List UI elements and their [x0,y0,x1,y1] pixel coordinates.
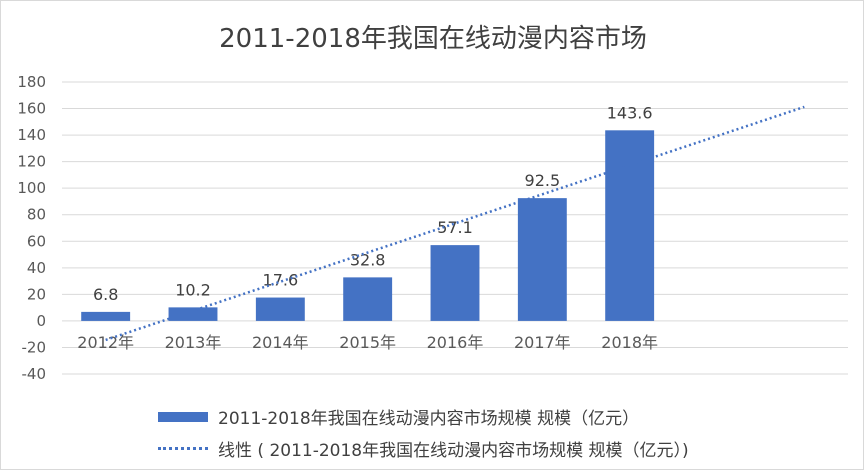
legend-item-trendline[interactable]: 线性 ( 2011-2018年我国在线动漫内容市场规模 规模（亿元）) [158,436,689,461]
bar [81,311,131,321]
legend-item-bars[interactable]: 2011-2018年我国在线动漫内容市场规模 规模（亿元） [158,404,639,429]
y-tick-label: -20 [22,338,47,356]
x-tick-label: 2014年 [252,333,309,352]
y-tick-label: 80 [27,206,46,224]
x-tick-label: 2016年 [427,333,484,352]
y-tick-label: 100 [17,179,46,197]
y-tick-label: -40 [22,365,47,383]
y-tick-label: 160 [17,100,46,118]
legend-label-trendline: 线性 ( 2011-2018年我国在线动漫内容市场规模 规模（亿元）) [218,441,689,461]
y-tick-label: 120 [17,153,46,171]
data-label: 10.2 [175,280,211,299]
y-tick-label: 180 [17,73,46,91]
y-tick-label: 40 [27,259,46,277]
x-tick-label: 2018年 [601,333,658,352]
bar [430,245,480,321]
bar [343,277,393,321]
legend-swatch-bar [158,411,208,422]
x-tick-label: 2017年 [514,333,571,352]
x-tick-label: 2015年 [339,333,396,352]
legend-label-bars: 2011-2018年我国在线动漫内容市场规模 规模（亿元） [218,409,640,429]
bar [605,130,655,321]
data-label: 57.1 [437,218,473,237]
data-label: 92.5 [525,171,561,190]
y-tick-label: 20 [27,285,46,303]
y-tick-label: 140 [17,126,46,144]
x-tick-label: 2012年 [77,333,134,352]
y-tick-label: 60 [27,232,46,250]
y-tick-label: 0 [36,312,46,330]
data-label: 143.6 [607,103,653,122]
legend-swatch-trendline [158,447,208,450]
bar [168,307,218,321]
bar [255,297,305,321]
data-label: 17.6 [263,271,299,290]
bar [517,198,567,321]
data-label: 6.8 [93,285,118,304]
x-tick-label: 2013年 [165,333,222,352]
chart-title: 2011-2018年我国在线动漫内容市场 [219,24,647,54]
